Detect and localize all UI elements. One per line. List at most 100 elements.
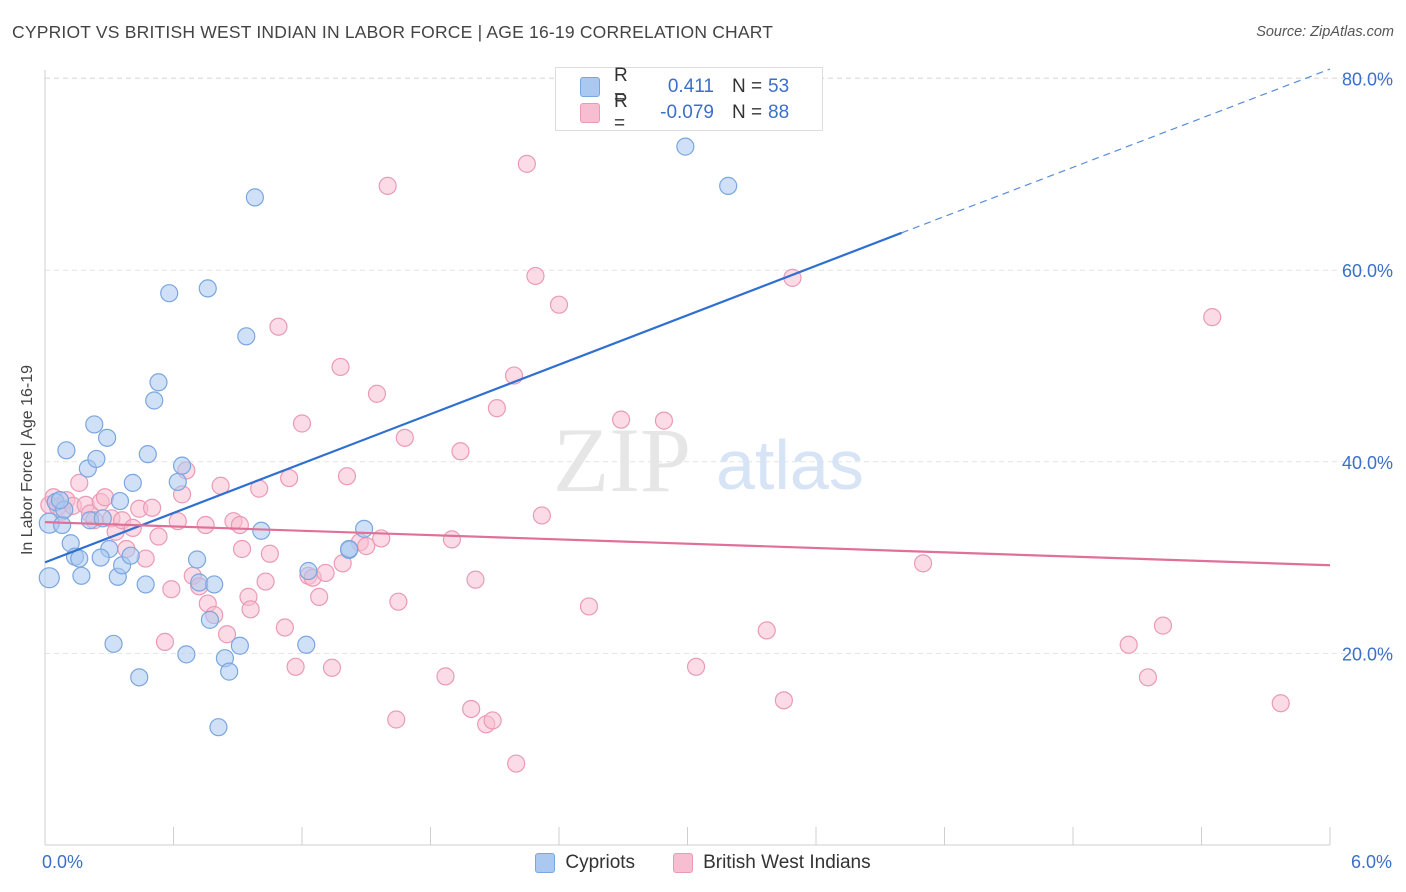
cypriots-trend-line	[44, 231, 903, 564]
bwi-point	[280, 468, 299, 488]
cypriots-point	[198, 279, 217, 298]
bwi-point	[507, 754, 526, 773]
cypriots-point	[160, 284, 179, 303]
cypriots-point	[340, 539, 359, 559]
bwi-point	[387, 710, 406, 729]
bwi-point	[367, 384, 387, 403]
bwi-point	[913, 554, 933, 573]
bwi-point	[395, 428, 414, 447]
cypriots-point	[121, 546, 140, 565]
bwi-swatch	[673, 853, 694, 873]
y-tick-label: 80.0%	[1342, 70, 1393, 90]
cypriots-point	[57, 441, 76, 460]
cypriots-point	[676, 137, 695, 156]
cypriots-point	[91, 548, 110, 567]
bwi-point	[466, 570, 485, 589]
bwi-point	[149, 527, 168, 546]
bwi-point	[462, 699, 481, 719]
bwi-point	[612, 410, 631, 429]
bwi-point	[483, 711, 502, 730]
bwi-point	[217, 625, 237, 644]
cypriots-point	[245, 188, 264, 207]
cypriots-point	[38, 567, 60, 589]
bwi-point	[757, 621, 776, 640]
y-axis-label: In Labor Force | Age 16-19	[19, 364, 36, 556]
bwi-point	[292, 414, 312, 433]
bwi-point	[337, 467, 357, 486]
cypriots-point	[149, 373, 168, 392]
bwi-point	[322, 658, 342, 677]
bwi-trend-line	[44, 521, 1331, 567]
cypriots-swatch	[580, 77, 600, 97]
y-tick-label: 20.0%	[1342, 644, 1393, 664]
cypriots-point	[172, 456, 192, 475]
bwi-point	[1271, 694, 1290, 713]
cypriots-point	[220, 662, 239, 681]
cypriots-point	[187, 550, 207, 569]
bwi-point	[316, 563, 335, 583]
y-tick-label: 60.0%	[1342, 261, 1393, 281]
legend-item-cypriots[interactable]: Cypriots	[535, 852, 635, 874]
bwi-point	[275, 618, 294, 637]
cypriots-point	[138, 445, 157, 464]
legend-item-label: British West Indians	[703, 852, 871, 873]
legend-r-value: 0.411	[667, 76, 714, 97]
cypriots-point	[177, 645, 196, 664]
cypriots-point	[230, 636, 249, 655]
cypriots-point	[85, 415, 104, 434]
bwi-point	[378, 176, 397, 195]
chart-title: CYPRIOT VS BRITISH WEST INDIAN IN LABOR …	[12, 22, 774, 42]
bwi-point	[136, 549, 155, 568]
bwi-point	[532, 506, 551, 525]
bwi-point	[517, 154, 536, 173]
legend-row-bwi: R = -0.079 N = 88	[580, 91, 790, 134]
bwi-point	[260, 544, 279, 563]
legend-n-label: N =	[732, 76, 763, 97]
bwi-point	[442, 530, 462, 549]
bwi-point	[1203, 308, 1222, 327]
cypriots-point	[50, 491, 70, 510]
bwi-point	[286, 657, 305, 676]
bwi-point	[526, 266, 545, 286]
legend-item-label: Cypriots	[565, 852, 636, 873]
legend-r-label: R =	[614, 91, 628, 134]
bwi-point	[331, 357, 350, 377]
bwi-point	[196, 515, 215, 535]
cypriots-point	[299, 561, 318, 581]
cypriots-point	[104, 634, 123, 653]
bwi-point	[232, 539, 252, 559]
cypriots-point	[123, 473, 142, 492]
cypriots-point	[136, 575, 155, 594]
cypriots-point	[130, 668, 149, 687]
bwi-point	[774, 691, 793, 710]
cypriots-swatch	[535, 853, 556, 873]
bwi-point	[155, 632, 175, 652]
bwi-point	[269, 317, 288, 336]
cypriots-point	[252, 521, 271, 540]
bwi-point	[487, 399, 506, 418]
bwi-point	[256, 572, 275, 591]
cypriots-point	[53, 515, 72, 535]
cypriots-point	[72, 566, 91, 585]
y-tick-label: 40.0%	[1342, 453, 1393, 473]
cypriots-point	[237, 327, 256, 346]
cypriots-point	[145, 391, 164, 410]
bwi-point	[549, 295, 569, 314]
bwi-point	[142, 498, 162, 517]
bwi-point	[70, 473, 89, 492]
cypriots-point	[297, 635, 316, 654]
correlation-legend: R = 0.411 N = 53 R = -0.079 N = 88	[555, 65, 823, 134]
cypriots-point	[209, 718, 228, 737]
x-axis-min-label: 0.0%	[42, 852, 84, 872]
cypriots-point	[200, 610, 220, 629]
cypriots-point	[205, 575, 224, 594]
watermark-atlas: atlas	[716, 426, 864, 504]
cypriots-point	[168, 472, 187, 492]
bwi-point	[579, 597, 599, 616]
legend-n-value: 88	[768, 102, 790, 123]
bwi-point	[230, 515, 249, 535]
cypriots-point	[98, 428, 117, 447]
source-label: Source: ZipAtlas.com	[1256, 24, 1394, 40]
legend-item-bwi[interactable]: British West Indians	[673, 852, 871, 874]
